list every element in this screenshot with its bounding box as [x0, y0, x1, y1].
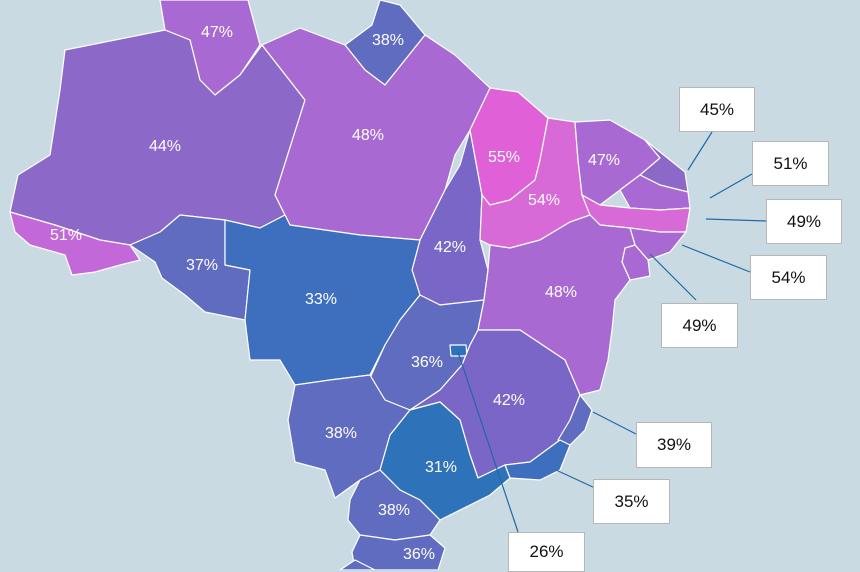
callout-line-espirito-santo: [592, 411, 637, 435]
callout-espirito-santo: 39%: [636, 422, 712, 468]
label-amapa: 38%: [372, 32, 404, 49]
state-rio-grande-do-sul[interactable]: [339, 559, 376, 570]
callout-distrito-federal: 26%: [508, 532, 585, 572]
label-piaui: 54%: [528, 192, 560, 209]
label-mato-grosso: 33%: [305, 291, 337, 308]
label-santa-catarina: 36%: [403, 546, 435, 563]
label-maranhao: 55%: [488, 149, 520, 166]
state-acre[interactable]: [9, 211, 141, 276]
callout-pernambuco: 49%: [766, 199, 842, 244]
label-mato-grosso-do-sul: 38%: [325, 425, 357, 442]
label-amazonas: 44%: [149, 138, 181, 155]
callout-alagoas: 54%: [750, 255, 827, 300]
callout-line-rio-grande-do-norte: [687, 131, 713, 171]
callout-rio-de-janeiro: 35%: [593, 479, 670, 524]
callout-line-rio-de-janeiro: [555, 469, 596, 489]
label-bahia: 48%: [545, 284, 577, 301]
callout-line-distrito-federal: [457, 351, 519, 533]
label-minas-gerais: 42%: [493, 392, 525, 409]
callout-line-sergipe: [649, 253, 697, 301]
callout-rio-grande-do-norte: 45%: [679, 87, 755, 132]
callout-line-pernambuco: [705, 218, 767, 222]
state-santa-catarina[interactable]: [351, 534, 446, 570]
callout-paraiba: 51%: [752, 141, 829, 186]
label-tocantins: 42%: [434, 239, 466, 256]
callout-line-paraiba: [709, 173, 753, 199]
callout-sergipe: 49%: [661, 303, 738, 348]
label-roraima: 47%: [201, 24, 233, 41]
label-rondonia: 37%: [186, 257, 218, 274]
callout-line-alagoas: [681, 244, 751, 273]
label-para: 48%: [352, 127, 384, 144]
label-sao-paulo: 31%: [425, 459, 457, 476]
label-acre: 51%: [50, 227, 82, 244]
label-goias: 36%: [411, 354, 443, 371]
label-parana: 38%: [378, 502, 410, 519]
label-ceara: 47%: [588, 152, 620, 169]
